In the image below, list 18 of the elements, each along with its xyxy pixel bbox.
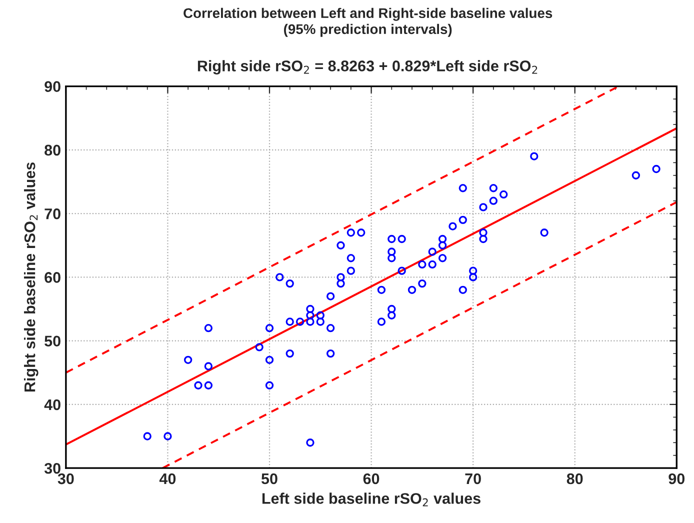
y-tick-label: 60 [44, 272, 60, 283]
y-tick-label: 30 [44, 462, 60, 474]
chart-subtitle: Right side rSO$_{2}$ = 8.8263 + 0.829*Left side rSO$_{2}$ [198, 60, 538, 74]
x-axis-title: Left side baseline rSO$_{2}$ values [262, 492, 480, 506]
x-tick-label: 40 [159, 473, 176, 484]
y-tick-label: 70 [44, 208, 60, 220]
x-tick-label: 80 [566, 473, 583, 484]
y-axis-title: Right side baseline rSO$_{2}$ values [24, 162, 38, 392]
y-tick-label: 50 [44, 336, 60, 347]
x-tick-label: 30 [58, 473, 74, 484]
y-tick-label: 90 [44, 81, 60, 92]
x-tick-label: 50 [261, 473, 278, 484]
y-tick-label: 40 [44, 399, 60, 410]
x-tick-label: 90 [668, 473, 685, 484]
chart-title: Correlation between Left and Right-side baseline values (95% prediction intervals) [184, 8, 552, 37]
y-tick-label: 80 [44, 144, 60, 156]
x-tick-label: 70 [465, 473, 481, 484]
x-tick-label: 60 [363, 473, 380, 484]
